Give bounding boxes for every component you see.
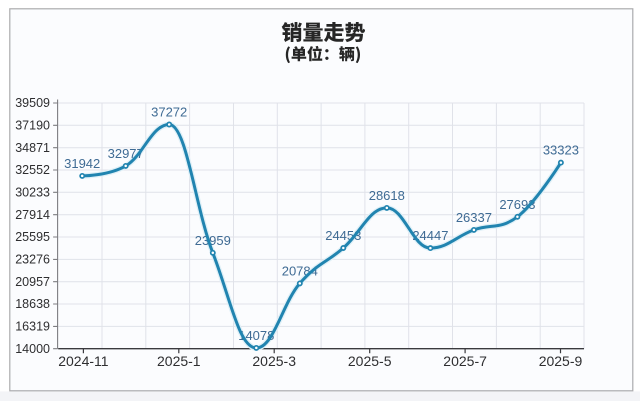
- svg-text:27914: 27914: [15, 208, 50, 222]
- svg-text:14000: 14000: [15, 342, 50, 356]
- svg-text:2025-9: 2025-9: [539, 353, 583, 369]
- svg-text:14078: 14078: [238, 328, 274, 343]
- svg-text:2025-3: 2025-3: [252, 353, 296, 369]
- svg-text:18638: 18638: [15, 297, 50, 311]
- svg-text:23276: 23276: [15, 253, 50, 267]
- svg-text:34871: 34871: [15, 141, 50, 155]
- svg-text:20957: 20957: [15, 275, 50, 289]
- svg-text:32552: 32552: [15, 163, 50, 177]
- svg-text:31942: 31942: [64, 156, 100, 171]
- svg-text:26337: 26337: [456, 210, 492, 225]
- svg-text:39509: 39509: [15, 96, 50, 110]
- svg-text:24447: 24447: [412, 228, 448, 243]
- svg-text:23959: 23959: [195, 233, 231, 248]
- svg-text:2025-7: 2025-7: [443, 353, 487, 369]
- svg-text:16319: 16319: [15, 320, 50, 334]
- svg-text:2024-11: 2024-11: [58, 353, 109, 369]
- svg-text:28618: 28618: [369, 188, 405, 203]
- svg-text:37190: 37190: [15, 118, 50, 132]
- svg-text:2025-1: 2025-1: [157, 353, 201, 369]
- svg-text:2025-5: 2025-5: [348, 353, 392, 369]
- svg-text:37272: 37272: [151, 105, 187, 120]
- svg-text:30233: 30233: [15, 185, 50, 199]
- svg-text:25595: 25595: [15, 230, 50, 244]
- svg-text:33323: 33323: [543, 143, 579, 158]
